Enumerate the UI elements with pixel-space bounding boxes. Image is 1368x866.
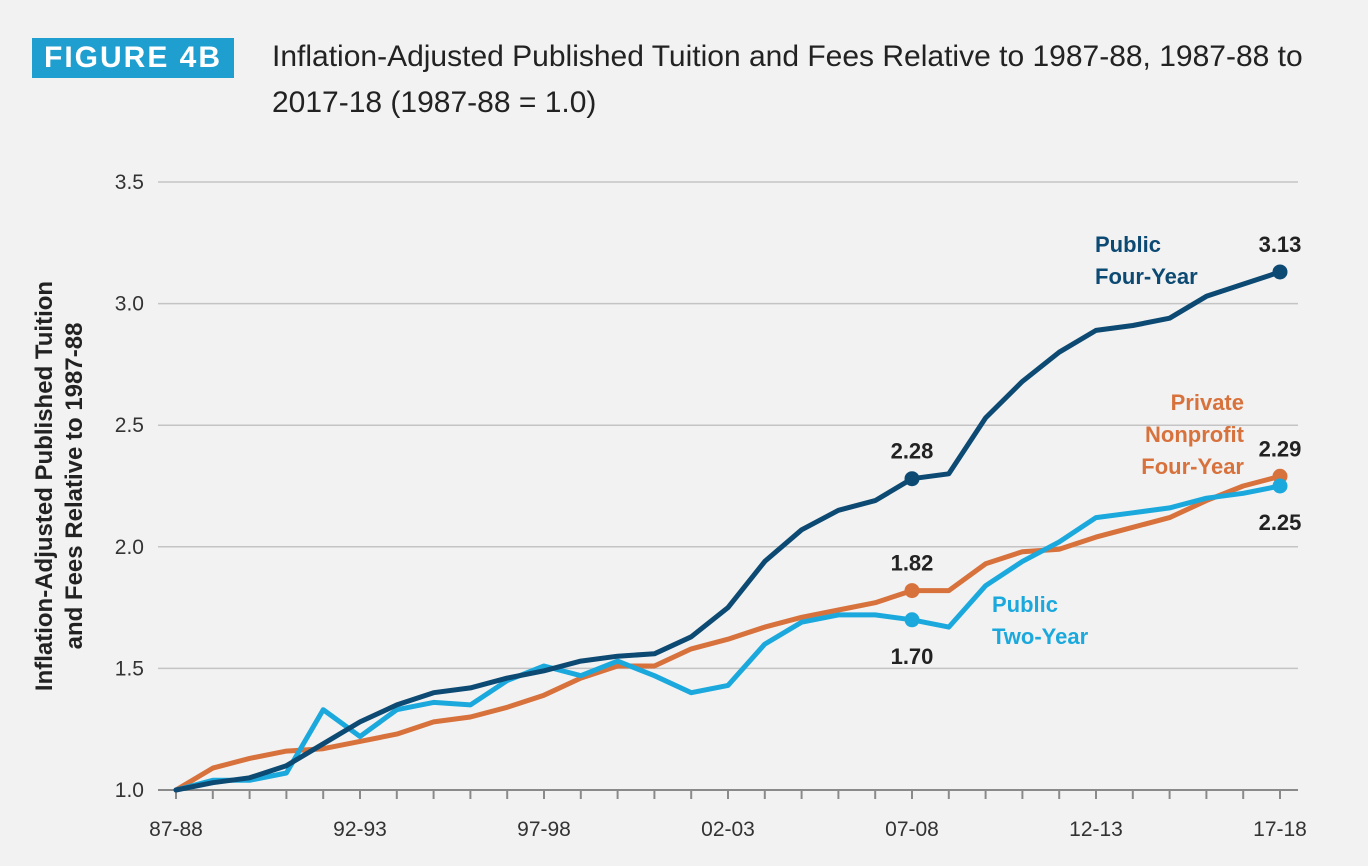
x-tick-label: 17-18	[1253, 818, 1307, 841]
x-tick-label: 12-13	[1069, 818, 1123, 841]
y-axis-tick-labels: 1.0 1.5 2.0 2.5 3.0 3.5	[115, 171, 144, 802]
data-point-marker	[1272, 478, 1288, 494]
y-tick-label: 2.0	[115, 536, 144, 559]
data-label: 2.28	[891, 439, 934, 464]
data-point-marker	[904, 471, 920, 487]
y-tick-label: 3.0	[115, 293, 144, 316]
x-axis	[158, 789, 1298, 799]
series-line-private-nonprofit-four-year	[173, 473, 1283, 793]
y-tick-label: 1.5	[115, 657, 144, 680]
data-label: 1.82	[891, 551, 934, 576]
x-tick-label: 92-93	[333, 818, 387, 841]
series-labels: Public Four-Year Private Nonprofit Four-Year…	[992, 232, 1245, 649]
y-tick-label: 1.0	[115, 779, 144, 802]
series-label: Public Four-Year	[1095, 232, 1198, 289]
series-lines	[173, 269, 1283, 793]
data-label: 3.13	[1259, 232, 1302, 257]
series-label: Public Two-Year	[992, 592, 1089, 649]
data-point-marker	[1272, 264, 1288, 280]
y-axis-title: Inflation-Adjusted Published Tuition and …	[31, 281, 88, 691]
series-label: Private Nonprofit Four-Year	[1141, 390, 1244, 479]
figure-number-badge: FIGURE 4B	[32, 38, 235, 78]
data-label: 1.70	[891, 644, 934, 669]
data-label: 2.29	[1259, 436, 1302, 461]
data-labels: 2.28 3.13 1.82 2.29 1.70 2.25	[891, 232, 1302, 669]
y-tick-label: 2.5	[115, 414, 144, 437]
gridlines	[158, 181, 1298, 670]
y-axis-title-line: Inflation-Adjusted Published Tuition	[31, 281, 58, 691]
y-axis-title-line: and Fees Relative to 1987-88	[61, 323, 88, 650]
series-line-public-two-year	[173, 483, 1283, 793]
data-point-markers	[904, 264, 1288, 628]
figure-title: Inflation-Adjusted Published Tuition and…	[272, 40, 1303, 119]
series-line-public-four-year	[173, 269, 1283, 793]
x-tick-label: 02-03	[701, 818, 755, 841]
data-point-marker	[904, 612, 920, 628]
data-label: 2.25	[1259, 510, 1302, 535]
x-tick-label: 07-08	[885, 818, 939, 841]
y-tick-label: 3.5	[115, 171, 144, 194]
x-axis-tick-labels: 87-88 92-93 97-98 02-03 07-08 12-13 17-18	[149, 818, 1307, 841]
x-tick-label: 97-98	[517, 818, 571, 841]
x-tick-label: 87-88	[149, 818, 203, 841]
data-point-marker	[904, 583, 920, 599]
